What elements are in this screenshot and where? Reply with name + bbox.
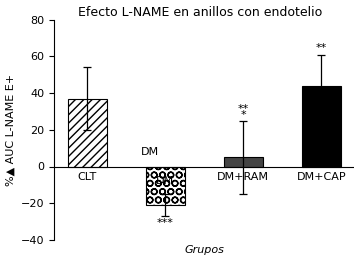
Text: DM: DM: [156, 176, 175, 186]
Bar: [146, 167, 185, 205]
X-axis label: Grupos: Grupos: [184, 245, 224, 256]
Text: **: **: [238, 104, 249, 114]
Y-axis label: %▲ AUC L-NAME E+: %▲ AUC L-NAME E+: [5, 74, 15, 186]
Text: Efecto L-NAME en anillos con endotelio: Efecto L-NAME en anillos con endotelio: [78, 5, 323, 19]
Text: **: **: [316, 43, 327, 53]
Bar: [224, 157, 263, 167]
Text: DM+RAM: DM+RAM: [217, 172, 269, 182]
Bar: [68, 99, 107, 167]
Text: *: *: [240, 110, 246, 120]
Text: DM: DM: [141, 147, 159, 157]
Text: ***: ***: [157, 218, 174, 228]
Text: CLT: CLT: [78, 172, 97, 182]
Bar: [302, 86, 341, 167]
Text: DM+CAP: DM+CAP: [297, 172, 346, 182]
